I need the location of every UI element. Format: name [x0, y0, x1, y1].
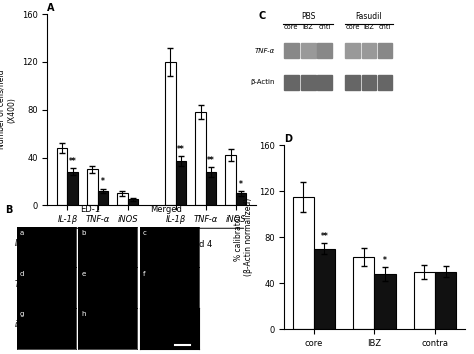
- Y-axis label: % calibrator
(β-Actin normalized): % calibrator (β-Actin normalized): [234, 198, 253, 276]
- Text: cntl: cntl: [318, 24, 331, 30]
- Text: **: **: [320, 232, 328, 241]
- Text: iNOS: iNOS: [15, 320, 34, 329]
- Bar: [301, 75, 316, 90]
- Bar: [414, 272, 435, 329]
- Legend: PBS, Fasudil: PBS, Fasudil: [101, 232, 185, 241]
- Text: **: **: [177, 145, 185, 154]
- Text: d: d: [19, 270, 24, 276]
- Bar: [378, 75, 392, 90]
- Bar: [284, 75, 299, 90]
- Text: β-Actin: β-Actin: [251, 80, 275, 85]
- Text: core: core: [346, 24, 360, 30]
- Bar: [57, 148, 67, 205]
- Text: TNF-α: TNF-α: [255, 48, 275, 53]
- Text: **: **: [207, 156, 215, 165]
- Text: c: c: [143, 230, 146, 236]
- Text: g: g: [19, 311, 24, 317]
- Bar: [435, 272, 456, 329]
- Bar: [353, 257, 374, 329]
- Y-axis label: Number of cells/field
(X400): Number of cells/field (X400): [0, 70, 16, 149]
- Bar: [117, 193, 128, 205]
- Legend: PBS, Fasudil: PBS, Fasudil: [329, 351, 419, 354]
- Bar: [176, 161, 186, 205]
- Bar: [346, 75, 360, 90]
- Bar: [362, 43, 376, 58]
- Text: *: *: [239, 179, 243, 189]
- Text: i: i: [143, 311, 145, 317]
- Text: core: core: [284, 24, 299, 30]
- Text: B: B: [5, 205, 12, 215]
- Text: IBZ: IBZ: [364, 24, 374, 30]
- Text: **: **: [69, 157, 77, 166]
- Bar: [206, 172, 217, 205]
- Text: IL-1β: IL-1β: [15, 239, 34, 248]
- Text: A: A: [47, 4, 55, 13]
- Bar: [87, 170, 98, 205]
- Text: ED-1: ED-1: [80, 205, 100, 214]
- Bar: [378, 43, 392, 58]
- Text: D: D: [284, 135, 292, 144]
- Bar: [98, 191, 108, 205]
- Bar: [301, 43, 316, 58]
- Bar: [317, 43, 332, 58]
- Bar: [226, 155, 236, 205]
- Text: IBZ: IBZ: [303, 24, 314, 30]
- Bar: [128, 199, 138, 205]
- Text: b: b: [81, 230, 85, 236]
- Text: cntl: cntl: [379, 24, 392, 30]
- Bar: [314, 249, 335, 329]
- Text: a: a: [19, 230, 24, 236]
- Bar: [317, 75, 332, 90]
- Text: h: h: [81, 311, 86, 317]
- Bar: [292, 197, 314, 329]
- Bar: [284, 43, 299, 58]
- Bar: [362, 75, 376, 90]
- Bar: [195, 112, 206, 205]
- Text: *: *: [101, 177, 105, 186]
- Text: TNF-α: TNF-α: [15, 280, 37, 289]
- Bar: [374, 274, 396, 329]
- Bar: [236, 193, 246, 205]
- Text: Merged: Merged: [150, 205, 182, 214]
- Text: C: C: [258, 11, 265, 21]
- Text: f: f: [143, 270, 146, 276]
- Text: d 2: d 2: [91, 240, 104, 249]
- Bar: [165, 62, 176, 205]
- Bar: [67, 172, 78, 205]
- Text: d 4: d 4: [199, 240, 212, 249]
- Text: Fasudil: Fasudil: [356, 12, 383, 21]
- Text: e: e: [81, 270, 85, 276]
- Bar: [346, 43, 360, 58]
- Text: PBS: PBS: [301, 12, 315, 21]
- Text: *: *: [383, 256, 387, 265]
